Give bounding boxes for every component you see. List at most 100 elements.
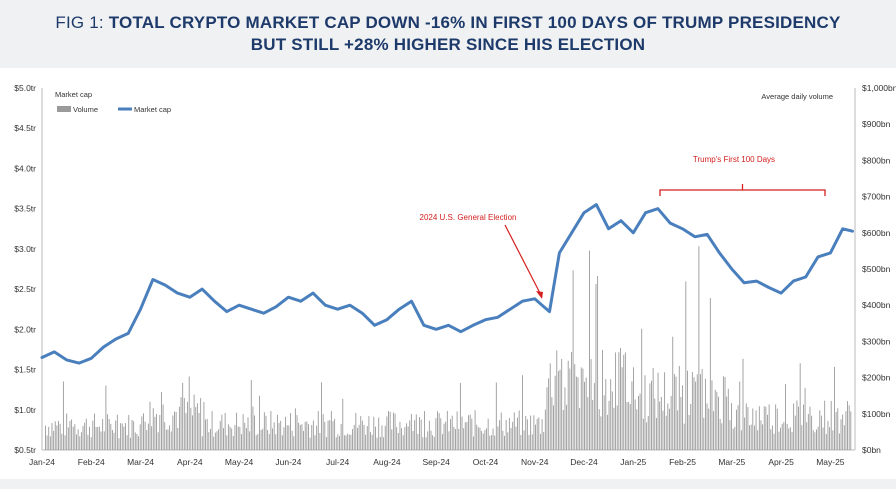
volume-bar [471,418,473,450]
volume-bar [812,430,814,450]
left-tick-label: $3.0tr [14,244,36,254]
volume-bar [450,419,452,450]
volume-bar [469,414,471,450]
volume-bar [585,377,587,450]
volume-bar [428,420,430,450]
volume-bar [348,434,350,450]
volume-bar [342,398,344,450]
volume-bar [752,408,754,450]
volume-bar [510,427,512,450]
volume-bar [638,395,639,450]
volume-bar [680,396,682,450]
volume-bar [765,406,767,450]
volume-bar [739,381,741,450]
volume-bar [605,379,607,450]
volume-bar [131,419,133,450]
volume-bar [548,378,550,450]
volume-bar [427,431,429,450]
volume-bar [152,408,154,450]
volume-bar [64,435,66,450]
volume-bar [383,437,385,450]
volume-bar [624,352,626,450]
volume-bar [644,375,646,450]
volume-bar [476,424,478,450]
volume-bar [337,434,339,450]
volume-bar [56,425,58,450]
right-tick-label: $300bn [862,336,891,346]
volume-bar [489,435,491,450]
volume-bar [242,414,244,450]
volume-bar [541,419,543,450]
volume-bar [399,421,401,450]
volume-bar [718,396,719,450]
volume-bar [239,426,241,450]
volume-bar [848,405,850,450]
volume-bar [701,369,703,450]
volume-bar [162,404,164,450]
volume-bar [143,413,144,450]
volume-bar [66,413,68,450]
volume-bar [262,428,264,450]
volume-bar [340,423,342,450]
volume-bar [347,433,349,450]
left-tick-label: $4.5tr [14,123,36,133]
volume-bar [417,433,419,450]
volume-bar [654,398,656,450]
volume-bar [703,417,705,450]
volume-bar [495,382,497,450]
volume-bar [53,431,55,450]
volume-bar [391,429,393,450]
volume-bar [809,406,811,450]
volume-bar [536,418,538,450]
volume-bar [280,420,282,450]
volume-bar [121,423,123,450]
volume-bar [107,414,108,450]
volume-bar [613,407,615,450]
x-tick-label: Sep-24 [422,457,450,467]
volume-bar [174,411,175,450]
volume-bar [76,434,77,450]
volume-bar [474,410,476,450]
volume-bar [525,415,527,450]
volume-bar [687,370,688,450]
volume-bar [840,419,842,450]
volume-bar [192,415,193,450]
x-tick-label: May-24 [225,457,254,467]
volume-bar [595,284,597,450]
volume-bar [473,436,474,450]
volume-bar [231,428,233,450]
volume-bar [750,424,752,450]
volume-bar [796,400,798,450]
volume-bar [247,417,249,450]
volume-bar [593,383,595,450]
volume-bar [494,435,496,450]
volume-bar [778,431,780,450]
volume-bar [257,433,259,450]
volume-bar [598,409,600,450]
volume-bar [329,420,331,450]
volume-bar [695,381,697,450]
volume-bar [845,411,847,450]
right-tick-label: $0bn [862,445,881,455]
volume-bar [781,424,783,450]
volume-bar [319,433,321,450]
volume-bar [170,431,172,450]
volume-bar [353,424,355,450]
volume-bar [512,421,514,450]
volume-bar [180,397,182,450]
volume-bar [72,426,74,450]
volume-bar [629,404,631,450]
volume-bar [69,420,71,450]
volume-bar [714,389,716,450]
volume-bar [144,421,146,450]
volume-bar [381,425,383,450]
right-tick-label: $700bn [862,192,891,202]
volume-bar [249,431,251,450]
x-tick-label: Feb-24 [78,457,105,467]
volume-bar [719,418,721,450]
volume-bar [270,411,272,450]
volume-bar [234,425,236,450]
volume-bar [159,414,161,450]
volume-bar [308,424,309,450]
volume-bar [206,418,208,450]
